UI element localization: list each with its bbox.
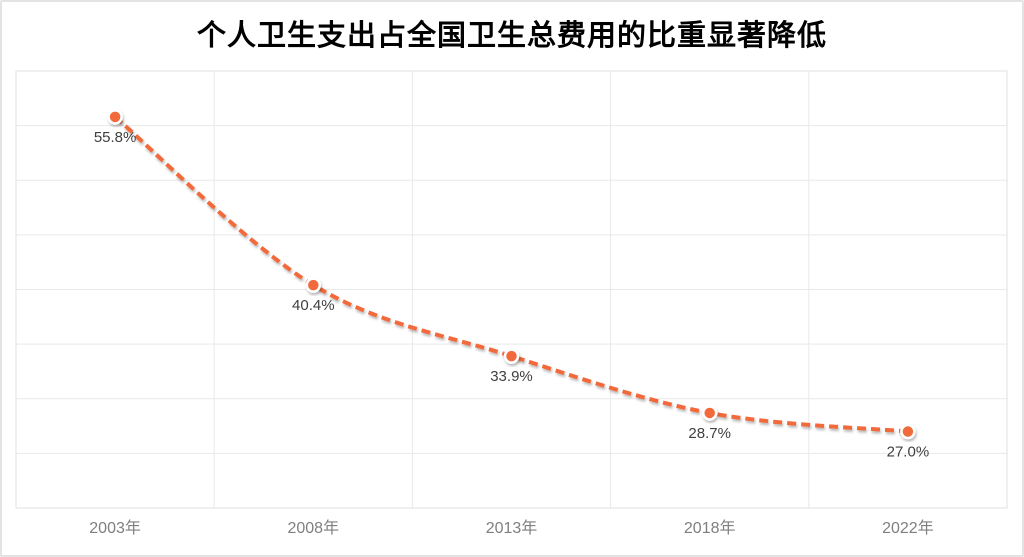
x-axis-label: 2008年 xyxy=(287,519,339,537)
data-label: 27.0% xyxy=(887,444,930,461)
chart-title: 个人卫生支出占全国卫生总费用的比重显著降低 xyxy=(196,20,827,52)
series-dashed-line xyxy=(113,115,909,434)
data-label: 28.7% xyxy=(688,425,731,442)
data-point-marker xyxy=(305,277,322,293)
data-point-marker xyxy=(701,405,718,421)
x-axis-label: 2013年 xyxy=(486,519,538,537)
data-label: 55.8% xyxy=(94,129,137,146)
data-point-marker xyxy=(900,423,916,440)
plot-area-border xyxy=(15,70,1008,509)
x-axis-label: 2018年 xyxy=(684,519,736,537)
data-label: 40.4% xyxy=(292,297,335,314)
x-axis-label: 2003年 xyxy=(89,519,141,537)
data-point-marker xyxy=(107,109,123,125)
data-label: 33.9% xyxy=(490,368,533,385)
x-axis-label: 2022年 xyxy=(882,519,934,537)
data-point-marker xyxy=(503,348,520,364)
